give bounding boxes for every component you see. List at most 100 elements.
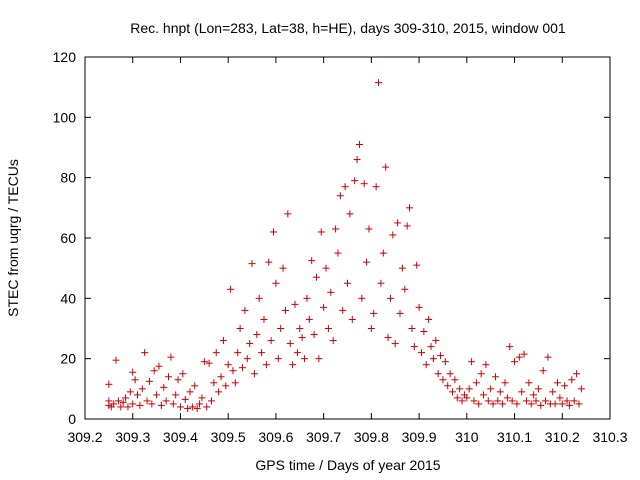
data-point-marker (136, 401, 144, 409)
data-point-marker (565, 401, 573, 409)
data-point-marker (193, 404, 201, 412)
data-point-marker (408, 325, 416, 332)
data-point-marker (487, 385, 495, 393)
data-point-marker (155, 362, 163, 370)
data-point-marker (145, 377, 153, 385)
x-tick-label: 310 (455, 429, 479, 445)
data-point-marker (301, 355, 309, 363)
data-point-marker (394, 219, 402, 227)
data-point-marker (480, 391, 488, 399)
y-tick-label: 80 (60, 170, 76, 186)
x-axis: 309.2 309.3 309.4 309.5 309.6 309.7 309.8 309.9… (67, 57, 628, 445)
data-point-marker (253, 331, 261, 339)
data-point-marker (317, 228, 325, 236)
data-point-marker (551, 400, 559, 408)
data-point-marker (241, 306, 249, 314)
x-tick-label: 309.2 (67, 429, 102, 445)
data-point-marker (508, 397, 516, 405)
data-point-marker (186, 388, 194, 396)
data-point-marker (515, 353, 523, 361)
data-point-marker (532, 397, 540, 405)
data-point-marker (303, 294, 311, 302)
data-point-marker (377, 279, 385, 287)
data-point-marker (370, 309, 378, 317)
data-point-marker (420, 328, 428, 336)
data-point-marker (105, 380, 113, 388)
data-point-marker (196, 400, 204, 408)
data-point-marker (403, 222, 411, 230)
data-point-marker (122, 394, 130, 402)
data-point-marker (384, 334, 392, 342)
data-point-marker (327, 288, 335, 296)
data-point-marker (570, 397, 578, 405)
data-point-marker (207, 397, 215, 405)
data-point-marker (506, 343, 514, 351)
y-tick-label: 60 (60, 230, 76, 246)
x-tick-label: 309.3 (115, 429, 150, 445)
data-point-marker (265, 258, 273, 266)
data-point-marker (534, 385, 542, 393)
data-point-marker (289, 361, 297, 369)
data-point-marker (353, 156, 361, 164)
data-point-marker (231, 379, 239, 387)
data-series (105, 79, 585, 412)
data-point-marker (224, 361, 232, 369)
data-point-marker (518, 388, 526, 396)
data-point-marker (229, 367, 237, 375)
data-point-marker (568, 376, 576, 384)
data-point-marker (262, 361, 270, 369)
x-tick-label: 309.5 (211, 429, 246, 445)
data-point-marker (558, 400, 566, 408)
data-point-marker (382, 163, 390, 171)
y-axis: 0 20 40 60 80 100 120 (53, 49, 610, 427)
data-point-marker (165, 373, 173, 381)
data-point-marker (573, 370, 581, 378)
data-point-marker (496, 388, 504, 396)
data-point-marker (451, 376, 459, 384)
data-point-marker (248, 260, 256, 268)
chart-title: Rec. hnpt (Lon=283, Lat=38, h=HE), days … (130, 20, 566, 36)
data-point-marker (332, 225, 340, 233)
data-point-marker (227, 285, 235, 293)
data-point-marker (141, 349, 149, 357)
data-point-marker (320, 303, 328, 311)
data-point-marker (274, 355, 282, 363)
data-point-marker (427, 343, 435, 351)
data-point-marker (458, 397, 466, 405)
data-point-marker (544, 353, 552, 361)
y-tick-label: 20 (60, 351, 76, 367)
data-point-marker (270, 228, 278, 236)
data-point-marker (554, 379, 561, 387)
data-point-marker (124, 403, 132, 411)
data-point-marker (422, 361, 430, 369)
data-point-marker (456, 385, 464, 393)
data-point-marker (432, 337, 440, 345)
data-point-marker (143, 397, 151, 405)
data-point-marker (484, 397, 492, 405)
data-point-marker (105, 397, 113, 405)
data-point-marker (446, 370, 454, 378)
data-point-marker (281, 306, 289, 314)
data-point-marker (129, 368, 137, 376)
data-point-marker (157, 401, 165, 409)
data-point-marker (339, 306, 347, 314)
data-point-marker (549, 388, 557, 396)
data-point-marker (511, 358, 519, 366)
data-point-marker (215, 388, 223, 396)
data-point-marker (246, 340, 254, 348)
data-point-marker (556, 394, 564, 402)
data-point-marker (117, 403, 125, 411)
plot-area (84, 56, 611, 420)
data-point-marker (138, 385, 146, 393)
data-point-marker (255, 294, 263, 302)
data-point-marker (351, 177, 359, 185)
data-point-marker (167, 353, 175, 361)
data-point-marker (312, 273, 320, 281)
data-point-marker (205, 359, 213, 367)
data-point-marker (119, 398, 127, 406)
data-point-marker (198, 394, 206, 402)
data-point-marker (530, 391, 538, 399)
data-point-marker (425, 315, 433, 323)
